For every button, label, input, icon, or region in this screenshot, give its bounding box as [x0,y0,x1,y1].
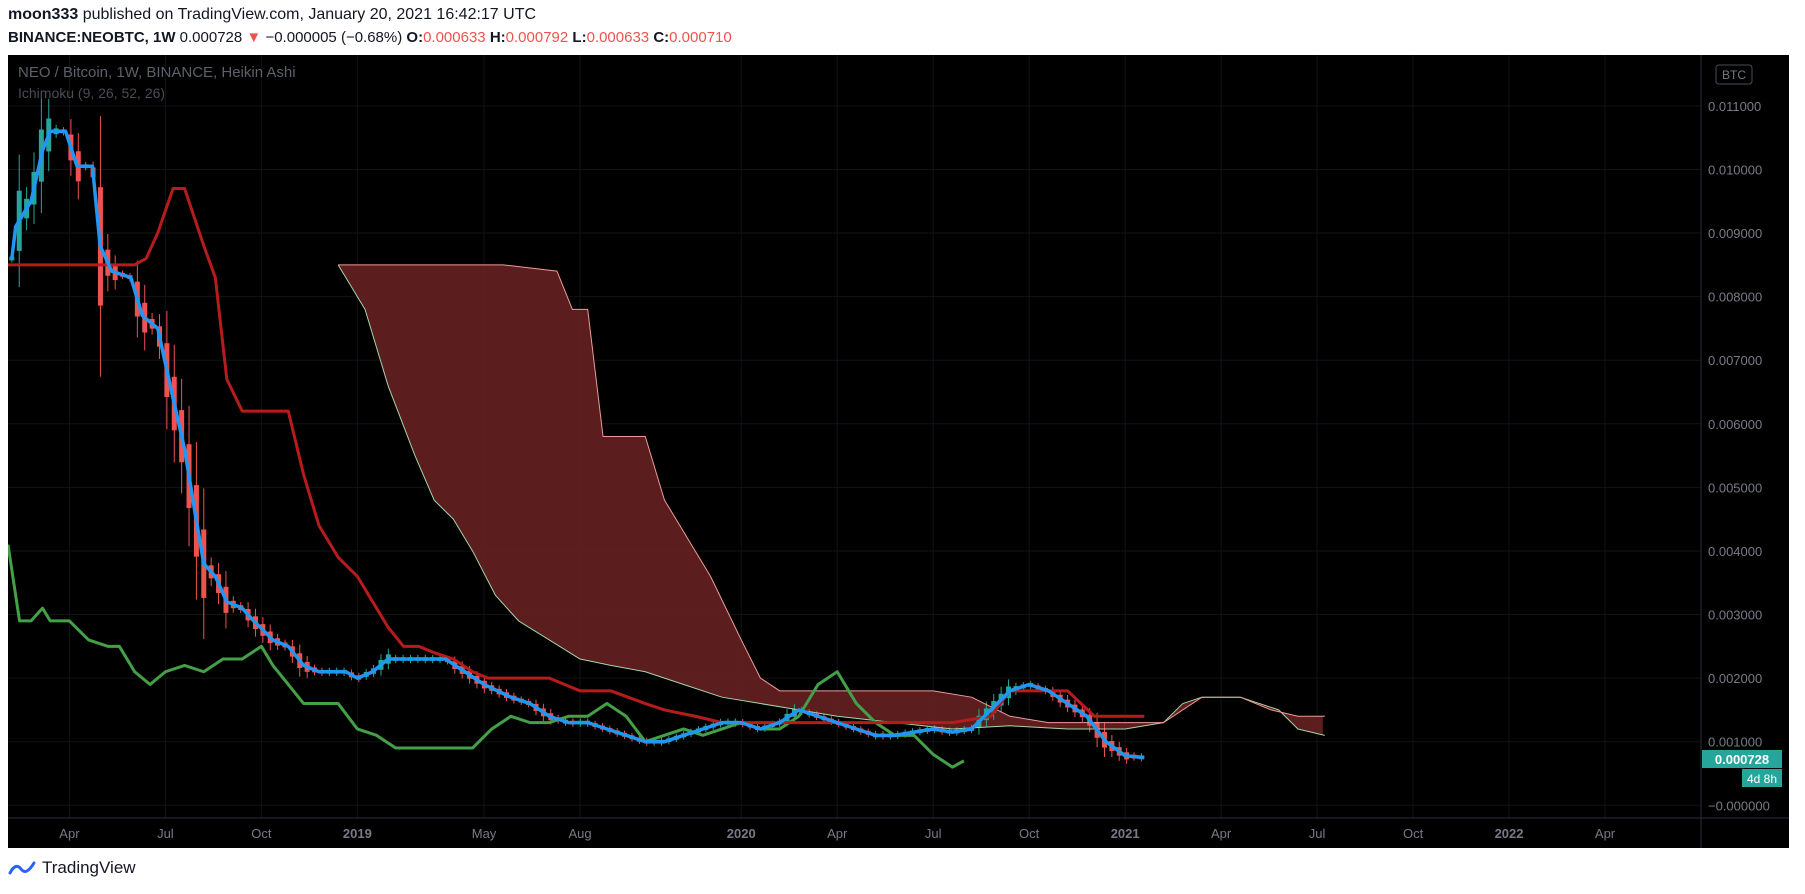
published-text: published on TradingView.com, January 20… [82,6,537,23]
currency-badge-frame [1715,64,1753,85]
x-tick-label: Apr [1211,826,1232,841]
brand-name: TradingView [42,858,136,877]
x-tick-label: Jul [1309,826,1326,841]
y-tick-label: 0.010000 [1708,162,1762,177]
change-text: −0.000005 (−0.68%) [265,29,403,46]
y-tick-label: 0.005000 [1708,480,1762,495]
y-tick-label: −0.000000 [1708,798,1770,813]
countdown-tag-label: 4d 8h [1747,772,1777,786]
x-tick-label: Apr [827,826,848,841]
footer-brand[interactable]: TradingView [8,858,136,878]
countdown-tag [1742,768,1782,787]
publish-info: moon333 published on TradingView.com, Ja… [8,6,536,24]
low-label: L: [572,29,587,46]
y-tick-label: 0.011000 [1708,99,1761,114]
ichimoku-cloud [338,264,1323,735]
x-tick-label: Jul [925,826,942,841]
y-tick-label: 0.007000 [1708,353,1762,368]
last-price-tag-label: 0.000728 [1715,752,1769,767]
symbol-label: BINANCE:NEOBTC, 1W [8,29,176,46]
open-value: 0.000633 [423,29,486,46]
high-label: H: [489,29,506,46]
base-line [8,187,1145,725]
x-tick-label: 2022 [1495,826,1524,841]
y-tick-label: 0.004000 [1708,544,1762,559]
chart-title: NEO / Bitcoin, 1W, BINANCE, Heikin Ashi [18,64,296,81]
lagging-span-line [6,544,965,769]
x-tick-label: Apr [59,826,80,841]
x-tick-label: Aug [568,826,591,841]
x-tick-label: 2021 [1111,826,1140,841]
close-label: C: [653,29,670,46]
leading-span-b-line [338,264,1325,724]
x-tick-label: May [472,826,497,841]
candle-body [9,256,15,261]
low-value: 0.000633 [586,29,650,46]
down-arrow-icon: ▼ [246,29,262,46]
author-name[interactable]: moon333 [8,6,79,23]
tradingview-logo-icon [8,861,36,875]
last-price-text: 0.000728 [179,29,243,46]
y-tick-label: 0.006000 [1708,417,1762,432]
close-value: 0.000710 [669,29,732,46]
open-label: O: [406,29,424,46]
y-tick-label: 0.001000 [1708,735,1762,750]
last-price-tag [1702,749,1782,768]
x-tick-label: Oct [1019,826,1040,841]
price-chart[interactable]: 0.011000 0.010000 0.009000 0.008000 0.007000… [6,55,1789,848]
x-tick-label: Jul [157,826,174,841]
high-value: 0.000792 [505,29,569,46]
symbol-legend: BINANCE:NEOBTC, 1W 0.000728 ▼ −0.000005 … [8,29,732,46]
x-tick-label: Oct [251,826,272,841]
y-tick-label: 0.002000 [1708,671,1762,686]
x-tick-label: Oct [1403,826,1424,841]
y-tick-label: 0.003000 [1708,608,1762,623]
conversion-line [10,129,1145,760]
x-tick-label: 2020 [727,826,756,841]
indicator-label: Ichimoku (9, 26, 52, 26) [18,85,165,101]
x-tick-label: 2019 [343,826,372,841]
x-tick-label: Apr [1595,826,1616,841]
y-tick-label: 0.009000 [1708,226,1762,241]
chart-area[interactable]: 0.011000 0.010000 0.009000 0.008000 0.007000… [6,55,1789,848]
y-tick-label: 0.008000 [1708,290,1762,305]
currency-badge: BTC [1722,68,1746,82]
